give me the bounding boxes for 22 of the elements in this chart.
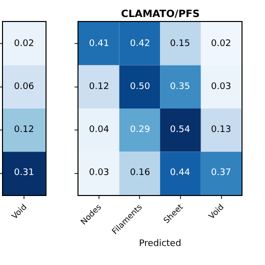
x-axis-title: Predicted [138,238,182,249]
data-label: 0.03 [89,168,110,178]
chart-title: CLAMATO/PFS [121,9,200,20]
data-label: 0.02 [14,39,34,49]
data-label: 0.50 [130,82,150,92]
data-label: 0.12 [89,82,110,92]
data-label: 0.15 [170,39,190,49]
data-label: 0.29 [130,125,150,135]
data-label: 0.44 [170,168,190,178]
data-label: 0.37 [211,168,232,178]
data-label: 0.42 [130,39,150,49]
data-label: 0.03 [211,82,232,92]
data-label: 0.04 [89,125,110,135]
data-label: 0.54 [170,125,190,135]
data-label: 0.41 [89,39,110,49]
data-label: 0.35 [170,82,190,92]
data-label: 0.06 [14,82,34,92]
data-label: 0.13 [211,125,232,135]
data-label: 0.16 [130,168,150,178]
data-label: 0.12 [14,125,34,135]
data-label: 0.02 [211,39,232,49]
data-label: 0.31 [14,168,34,178]
